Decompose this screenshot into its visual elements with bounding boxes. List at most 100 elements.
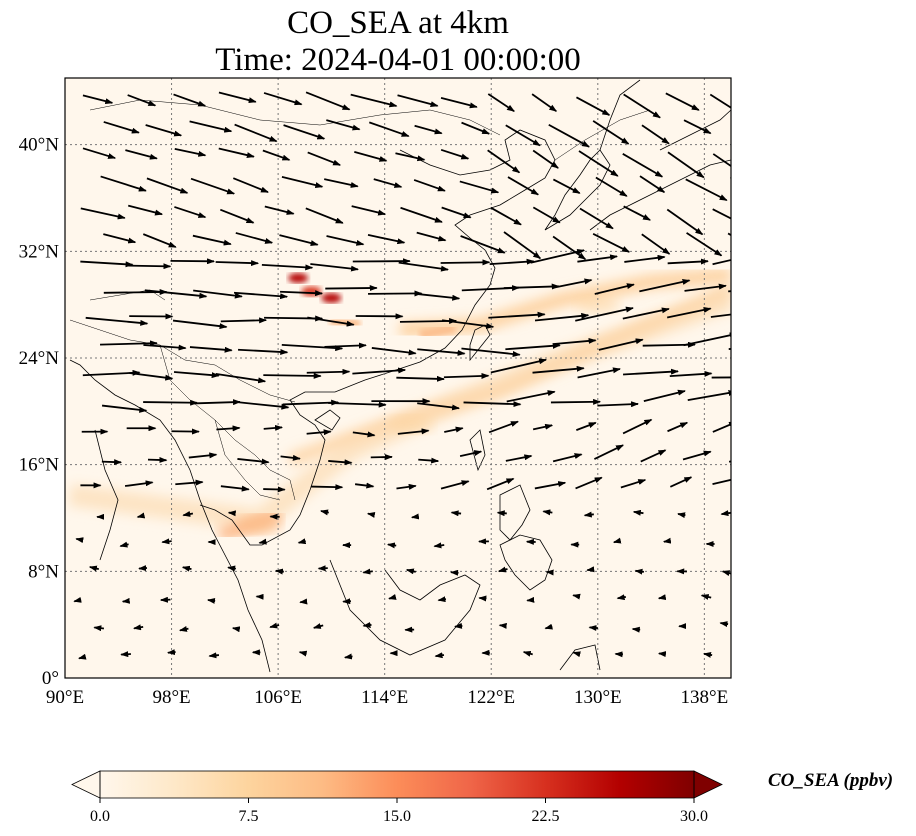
wind-arrow bbox=[235, 232, 274, 244]
wind-arrow bbox=[136, 512, 146, 519]
lon-tick-label: 114°E bbox=[361, 687, 408, 708]
wind-arrow bbox=[129, 372, 174, 381]
gridlines bbox=[65, 78, 731, 678]
wind-arrow bbox=[80, 260, 134, 268]
wind-arrow bbox=[88, 565, 99, 572]
wind-arrow bbox=[174, 147, 207, 157]
wind-arrow bbox=[632, 509, 644, 516]
wind-arrow bbox=[396, 483, 417, 490]
wind-arrow bbox=[459, 180, 500, 194]
wind-arrow bbox=[78, 653, 87, 660]
wind-arrow bbox=[307, 151, 342, 166]
wind-arrow bbox=[734, 398, 775, 405]
wind-arrow bbox=[639, 278, 691, 293]
wind-arrow bbox=[440, 259, 491, 266]
wind-arrow bbox=[505, 342, 561, 351]
wind-arrow bbox=[227, 565, 237, 572]
wind-arrow bbox=[143, 344, 187, 351]
wind-arrow bbox=[320, 509, 329, 516]
wind-arrow bbox=[310, 263, 359, 272]
wind-arrow bbox=[182, 511, 194, 517]
wind-arrow bbox=[461, 347, 521, 357]
wind-arrow bbox=[397, 94, 439, 108]
wind-arrow bbox=[281, 176, 324, 189]
wind-arrow bbox=[233, 291, 289, 300]
wind-arrow bbox=[161, 538, 172, 545]
wind-arrow bbox=[461, 121, 491, 135]
wind-arrow bbox=[208, 652, 220, 659]
wind-arrow bbox=[263, 372, 322, 379]
wind-arrow bbox=[395, 152, 426, 162]
wind-arrow bbox=[193, 399, 242, 406]
colorbar-extend-high bbox=[693, 770, 723, 799]
co-hotspot bbox=[236, 515, 281, 534]
wind-arrow bbox=[622, 307, 670, 320]
wind-arrow bbox=[488, 420, 519, 434]
wind-arrow bbox=[444, 426, 464, 433]
wind-arrow bbox=[548, 123, 590, 148]
wind-arrow bbox=[552, 453, 583, 463]
wind-arrow bbox=[572, 593, 581, 600]
wind-arrow bbox=[440, 480, 470, 490]
wind-arrow bbox=[410, 513, 420, 520]
wind-arrow bbox=[730, 176, 731, 179]
wind-arrow bbox=[215, 372, 267, 384]
wind-arrow bbox=[417, 402, 460, 411]
wind-arrow bbox=[683, 119, 712, 135]
wind-arrow bbox=[100, 340, 158, 347]
wind-arrow bbox=[683, 332, 731, 347]
wind-arrow bbox=[103, 233, 137, 244]
wind-arrow bbox=[503, 283, 560, 290]
wind-arrow bbox=[531, 93, 558, 112]
lon-tick-label: 122°E bbox=[467, 687, 515, 708]
wind-arrow bbox=[728, 348, 731, 350]
wind-arrow bbox=[281, 343, 344, 352]
chart-title-line1: CO_SEA at 4km bbox=[287, 5, 509, 41]
wind-arrow bbox=[133, 624, 144, 631]
wind-arrow bbox=[261, 264, 314, 271]
wind-arrow bbox=[497, 566, 508, 573]
wind-arrow bbox=[220, 317, 268, 324]
wind-arrow bbox=[351, 205, 387, 216]
wind-arrow bbox=[124, 480, 154, 487]
wind-arrow bbox=[641, 124, 670, 145]
wind-arrow bbox=[575, 476, 603, 490]
wind-arrow bbox=[120, 651, 131, 658]
wind-arrow bbox=[366, 511, 376, 518]
wind-arrow bbox=[437, 596, 447, 603]
wind-arrow bbox=[362, 568, 373, 575]
wind-arrow bbox=[532, 206, 561, 224]
wind-arrow bbox=[101, 459, 123, 466]
wind-arrow bbox=[532, 149, 559, 169]
wind-arrow bbox=[506, 390, 556, 403]
wind-arrow bbox=[279, 234, 319, 246]
wind-arrow bbox=[166, 649, 176, 656]
wind-arrow bbox=[82, 94, 114, 105]
wind-arrow bbox=[677, 512, 686, 519]
wind-arrow bbox=[218, 147, 255, 159]
wind-arrow bbox=[328, 401, 387, 408]
wind-arrow bbox=[414, 124, 443, 135]
wind-arrow bbox=[667, 421, 689, 433]
wind-arrow bbox=[544, 623, 553, 630]
wind-arrow bbox=[487, 93, 515, 112]
colorbar: 0.0 7.5 15.0 22.5 30.0 bbox=[71, 770, 723, 825]
wind-arrow bbox=[237, 348, 289, 355]
wind-arrow bbox=[712, 153, 731, 168]
wind-arrow bbox=[505, 124, 541, 147]
wind-arrow bbox=[622, 153, 664, 178]
wind-arrow bbox=[328, 459, 353, 466]
wind-arrow bbox=[583, 511, 594, 518]
wind-arrow bbox=[709, 93, 731, 109]
coastlines bbox=[69, 79, 731, 673]
wind-arrow bbox=[396, 375, 445, 382]
wind-arrow bbox=[503, 231, 542, 260]
wind-arrow bbox=[227, 510, 237, 517]
wind-arrow bbox=[598, 338, 644, 351]
wind-arrow bbox=[352, 367, 407, 375]
wind-arrow bbox=[192, 234, 232, 246]
wind-arrow bbox=[667, 151, 705, 179]
wind-arrow bbox=[720, 510, 731, 517]
wind-arrow bbox=[418, 457, 440, 464]
